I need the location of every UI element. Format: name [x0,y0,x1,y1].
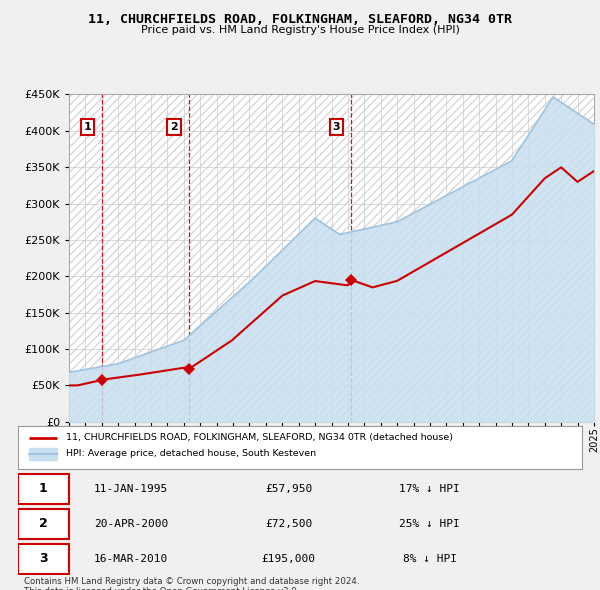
Text: £57,950: £57,950 [265,484,313,493]
FancyBboxPatch shape [18,544,69,574]
Text: £72,500: £72,500 [265,519,313,529]
Text: 25% ↓ HPI: 25% ↓ HPI [400,519,460,529]
Text: HPI: Average price, detached house, South Kesteven: HPI: Average price, detached house, Sout… [66,450,316,458]
Text: 8% ↓ HPI: 8% ↓ HPI [403,554,457,563]
Text: Price paid vs. HM Land Registry's House Price Index (HPI): Price paid vs. HM Land Registry's House … [140,25,460,35]
Text: 11-JAN-1995: 11-JAN-1995 [94,484,168,493]
Text: 2: 2 [39,517,48,530]
Text: 2: 2 [170,122,178,132]
FancyBboxPatch shape [18,474,69,504]
Text: 1: 1 [39,482,48,495]
Text: 16-MAR-2010: 16-MAR-2010 [94,554,168,563]
Text: 20-APR-2000: 20-APR-2000 [94,519,168,529]
Text: 1: 1 [83,122,91,132]
Text: Contains HM Land Registry data © Crown copyright and database right 2024.
This d: Contains HM Land Registry data © Crown c… [24,577,359,590]
Text: 3: 3 [333,122,340,132]
Text: £195,000: £195,000 [262,554,316,563]
Text: 17% ↓ HPI: 17% ↓ HPI [400,484,460,493]
Text: 11, CHURCHFIELDS ROAD, FOLKINGHAM, SLEAFORD, NG34 0TR (detached house): 11, CHURCHFIELDS ROAD, FOLKINGHAM, SLEAF… [66,433,453,442]
FancyBboxPatch shape [18,509,69,539]
Text: 3: 3 [39,552,47,565]
Text: 11, CHURCHFIELDS ROAD, FOLKINGHAM, SLEAFORD, NG34 0TR: 11, CHURCHFIELDS ROAD, FOLKINGHAM, SLEAF… [88,13,512,26]
